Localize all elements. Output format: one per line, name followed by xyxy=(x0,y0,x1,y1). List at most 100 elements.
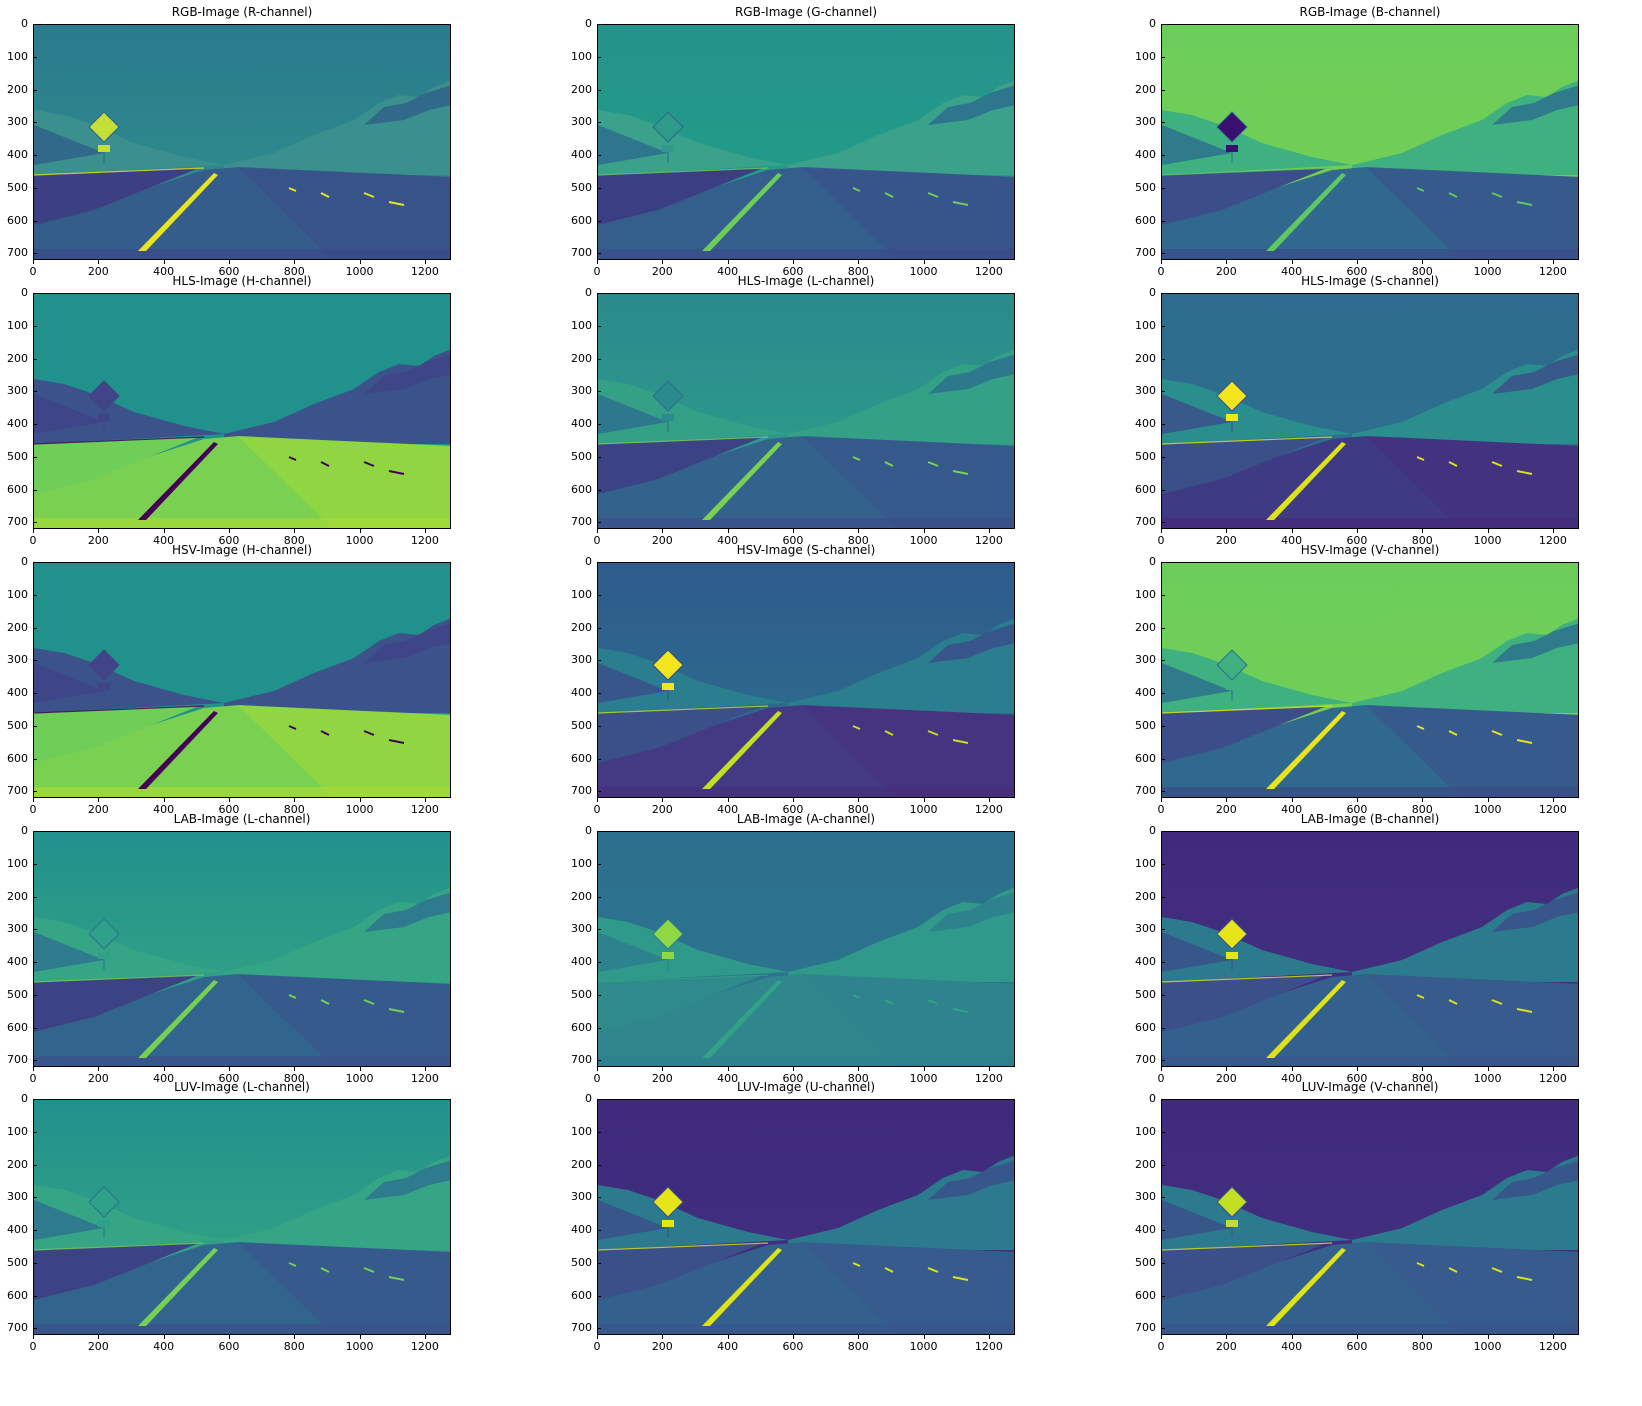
x-tick-label: 400 xyxy=(708,529,748,547)
y-tick-label: 0 xyxy=(585,17,601,30)
x-tick-label: 0 xyxy=(13,1335,53,1353)
lane-dash xyxy=(884,461,894,467)
y-tick-label: 0 xyxy=(1149,555,1165,568)
x-tick-label: 600 xyxy=(773,1067,813,1085)
x-tick-label: 0 xyxy=(13,529,53,547)
left-hillside xyxy=(1162,648,1352,713)
lane-dash xyxy=(320,1267,330,1273)
y-tick-label: 600 xyxy=(1135,482,1165,496)
y-tick-label: 100 xyxy=(571,856,601,870)
x-tick-label: 400 xyxy=(1272,1067,1312,1085)
left-shoulder xyxy=(34,437,199,494)
car-hood xyxy=(1162,787,1578,797)
lane-dash xyxy=(1448,1267,1458,1273)
channel-image xyxy=(1161,293,1579,529)
lane-dash xyxy=(363,192,375,198)
x-tick-label: 1200 xyxy=(1533,260,1573,278)
x-tick-label: 0 xyxy=(13,798,53,816)
car-hood xyxy=(1162,1056,1578,1066)
car-hood xyxy=(598,249,1014,259)
road-shade xyxy=(1367,975,1578,1066)
channel-image xyxy=(1161,1099,1579,1335)
road-edge-line xyxy=(1162,1242,1333,1251)
channel-image xyxy=(597,562,1015,798)
panel-title: RGB-Image (R-channel) xyxy=(171,5,313,19)
x-tick-label: 1200 xyxy=(405,529,445,547)
left-lane-line xyxy=(702,442,782,520)
channel-image xyxy=(597,24,1015,260)
x-tick-label: 800 xyxy=(274,1067,314,1085)
channel-panel: HLS-Image (L-channel) 0 100 200 300 400 500 600… xyxy=(564,273,1015,547)
left-hillside xyxy=(1162,379,1352,444)
lane-dash xyxy=(288,187,297,192)
car-hood xyxy=(34,518,450,528)
y-tick-label: 400 xyxy=(571,417,601,431)
lane-dash xyxy=(952,1276,969,1281)
panel-title: LUV-Image (L-channel) xyxy=(174,1080,310,1094)
channel-panel: HSV-Image (V-channel) 0 100 200 300 400 500 600… xyxy=(1128,542,1579,816)
channel-image xyxy=(1161,831,1579,1067)
lane-dash xyxy=(1491,461,1503,467)
y-tick-label: 600 xyxy=(7,1288,37,1302)
x-tick-label: 600 xyxy=(209,1067,249,1085)
y-tick-label: 700 xyxy=(7,1053,37,1067)
x-tick-label: 200 xyxy=(1206,1335,1246,1353)
x-tick-label: 1000 xyxy=(340,260,380,278)
lane-dash xyxy=(288,456,297,461)
lane-dash xyxy=(852,994,861,999)
y-tick-label: 300 xyxy=(571,922,601,936)
channel-image xyxy=(33,831,451,1067)
x-tick-label: 0 xyxy=(577,260,617,278)
sign-plaque xyxy=(98,145,110,152)
left-hillside xyxy=(34,110,224,175)
left-lane-line xyxy=(1266,442,1346,520)
y-tick-label: 200 xyxy=(7,620,37,634)
lane-dash xyxy=(363,999,375,1005)
x-tick-label: 800 xyxy=(1402,260,1442,278)
x-tick-label: 1000 xyxy=(904,798,944,816)
panel-title: LAB-Image (A-channel) xyxy=(736,812,876,826)
y-tick-label: 500 xyxy=(571,987,601,1001)
x-tick-label: 400 xyxy=(144,260,184,278)
sign-plaque xyxy=(662,1220,674,1227)
lane-dash xyxy=(320,730,330,736)
right-hill-shade xyxy=(928,623,1014,663)
right-hillside xyxy=(788,618,1014,713)
left-lane-line xyxy=(1266,173,1346,251)
y-tick-label: 200 xyxy=(1135,620,1165,634)
car-hood xyxy=(598,1324,1014,1334)
lane-dash xyxy=(852,456,861,461)
x-tick-label: 200 xyxy=(1206,798,1246,816)
lane-dash xyxy=(1416,994,1425,999)
y-tick-label: 600 xyxy=(571,751,601,765)
left-shoulder xyxy=(598,437,763,494)
lane-dash xyxy=(852,1262,861,1267)
x-tick-label: 0 xyxy=(577,529,617,547)
right-hill-shade xyxy=(1492,623,1578,663)
lane-dash xyxy=(852,187,861,192)
channel-image xyxy=(1161,562,1579,798)
road-edge-line xyxy=(34,705,205,714)
x-tick-label: 600 xyxy=(1337,260,1377,278)
y-tick-label: 700 xyxy=(571,515,601,529)
left-hillside xyxy=(598,1185,788,1250)
left-shoulder xyxy=(34,168,199,225)
lane-dash xyxy=(952,470,969,475)
y-tick-label: 600 xyxy=(7,213,37,227)
x-tick-label: 1000 xyxy=(340,1067,380,1085)
y-tick-label: 0 xyxy=(21,286,37,299)
panel-title: LAB-Image (B-channel) xyxy=(1300,812,1440,826)
y-tick-label: 300 xyxy=(1135,653,1165,667)
road-edge-line xyxy=(598,974,769,983)
car-hood xyxy=(598,518,1014,528)
road-shade xyxy=(1367,437,1578,528)
channel-image xyxy=(597,831,1015,1067)
right-hill-shade xyxy=(364,892,450,932)
y-tick-label: 200 xyxy=(571,620,601,634)
left-shoulder xyxy=(1162,975,1327,1032)
x-tick-label: 1200 xyxy=(405,798,445,816)
x-tick-label: 800 xyxy=(838,260,878,278)
road-shade xyxy=(803,706,1014,797)
road-edge-line xyxy=(34,167,205,176)
